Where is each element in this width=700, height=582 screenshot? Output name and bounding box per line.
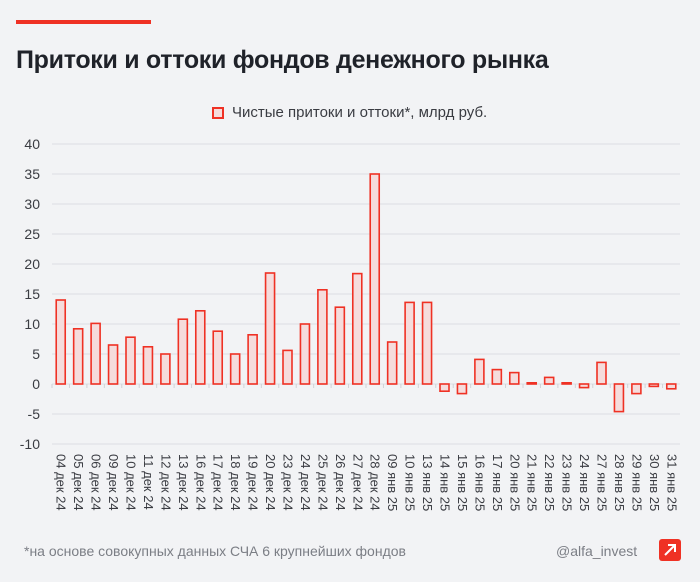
bar	[404, 301, 415, 385]
bar	[142, 345, 154, 385]
bar	[386, 341, 398, 385]
bar	[125, 336, 136, 385]
x-tick-label: 20 дек 24	[263, 454, 278, 511]
bar	[508, 371, 520, 385]
x-tick-label: 16 дек 24	[193, 454, 208, 511]
x-tick-label: 16 янв 25	[472, 454, 487, 511]
x-tick-label: 31 янв 25	[664, 454, 679, 511]
x-tick-label: 23 янв 25	[560, 454, 575, 511]
arrow-icon	[664, 544, 676, 556]
y-tick-label: 0	[32, 376, 40, 392]
x-tick-label: 17 янв 25	[490, 454, 505, 511]
chart-legend: Чистые притоки и оттоки*, млрд руб.	[212, 104, 487, 121]
bar	[543, 376, 555, 385]
x-tick-label: 28 янв 25	[612, 454, 627, 511]
x-tick-label: 25 дек 24	[315, 454, 330, 511]
bar	[665, 383, 677, 390]
x-tick-label: 11 дек 24	[141, 454, 156, 510]
y-tick-label: 25	[24, 226, 40, 242]
bar	[212, 330, 224, 385]
x-tick-label: 13 янв 25	[420, 454, 435, 511]
y-tick-label: 30	[24, 196, 40, 212]
x-tick-label: 23 дек 24	[281, 454, 296, 511]
x-tick-label: 26 дек 24	[333, 454, 348, 511]
y-tick-label: -5	[28, 406, 41, 422]
bar	[177, 318, 189, 385]
x-tick-label: 29 янв 25	[629, 454, 644, 511]
bar	[247, 333, 258, 385]
alfa-logo	[659, 539, 681, 561]
bar	[334, 306, 346, 385]
accent-line	[16, 20, 151, 24]
bar	[613, 383, 625, 413]
x-tick-label: 13 дек 24	[176, 454, 191, 511]
bar	[55, 299, 67, 385]
x-tick-label: 27 дек 24	[350, 454, 365, 511]
legend-label: Чистые притоки и оттоки*, млрд руб.	[232, 104, 488, 121]
bar	[72, 327, 84, 385]
bar	[561, 381, 572, 385]
x-tick-label: 04 дек 24	[54, 454, 69, 511]
x-tick-label: 19 дек 24	[246, 454, 261, 511]
bar	[578, 383, 590, 389]
x-tick-label: 05 дек 24	[71, 454, 86, 511]
bar	[369, 173, 381, 385]
y-tick-label: 5	[32, 346, 40, 362]
bar	[526, 381, 538, 385]
x-tick-label: 24 янв 25	[577, 454, 592, 511]
y-tick-label: 35	[24, 166, 40, 182]
x-tick-label: 12 дек 24	[158, 454, 173, 511]
bar	[596, 361, 607, 385]
bar	[194, 309, 206, 385]
x-tick-label: 09 дек 24	[106, 454, 121, 511]
bar	[456, 383, 468, 395]
x-tick-label: 10 янв 25	[403, 454, 418, 511]
bar	[282, 349, 293, 385]
y-tick-label: 40	[24, 136, 40, 152]
bar	[491, 368, 503, 385]
y-tick-label: 20	[24, 256, 40, 272]
x-tick-label: 09 янв 25	[385, 454, 400, 511]
bar	[229, 353, 241, 385]
x-tick-label: 06 дек 24	[89, 454, 104, 511]
x-tick-label: 30 янв 25	[647, 454, 662, 511]
bar	[264, 272, 276, 385]
x-tick-label: 20 янв 25	[507, 454, 522, 511]
x-tick-label: 24 дек 24	[298, 454, 313, 511]
x-tick-label: 28 дек 24	[368, 454, 383, 511]
x-tick-label: 18 дек 24	[228, 454, 243, 511]
bar	[474, 358, 485, 385]
bar	[421, 301, 433, 385]
bar	[317, 288, 328, 385]
x-tick-label: 21 янв 25	[525, 454, 540, 511]
bar	[648, 383, 660, 388]
bar	[631, 383, 642, 395]
bar	[351, 272, 363, 385]
footnote: *на основе совокупных данных СЧА 6 крупн…	[24, 543, 406, 559]
bar	[439, 383, 450, 392]
y-tick-label: 15	[24, 286, 40, 302]
x-tick-label: 15 янв 25	[455, 454, 470, 511]
social-handle[interactable]: @alfa_invest	[556, 543, 638, 559]
x-tick-label: 14 янв 25	[438, 454, 453, 511]
x-tick-label: 17 дек 24	[211, 454, 226, 511]
x-tick-label: 27 янв 25	[595, 454, 610, 511]
legend-swatch	[212, 106, 224, 119]
bar	[299, 323, 311, 385]
bar	[107, 344, 119, 385]
y-tick-label: 10	[24, 316, 40, 332]
bar	[160, 353, 171, 385]
y-tick-label: -10	[20, 436, 40, 452]
x-tick-label: 22 янв 25	[542, 454, 557, 511]
bar	[90, 322, 101, 385]
page-title: Притоки и оттоки фондов денежного рынка	[16, 46, 549, 74]
x-tick-label: 10 дек 24	[124, 454, 139, 511]
